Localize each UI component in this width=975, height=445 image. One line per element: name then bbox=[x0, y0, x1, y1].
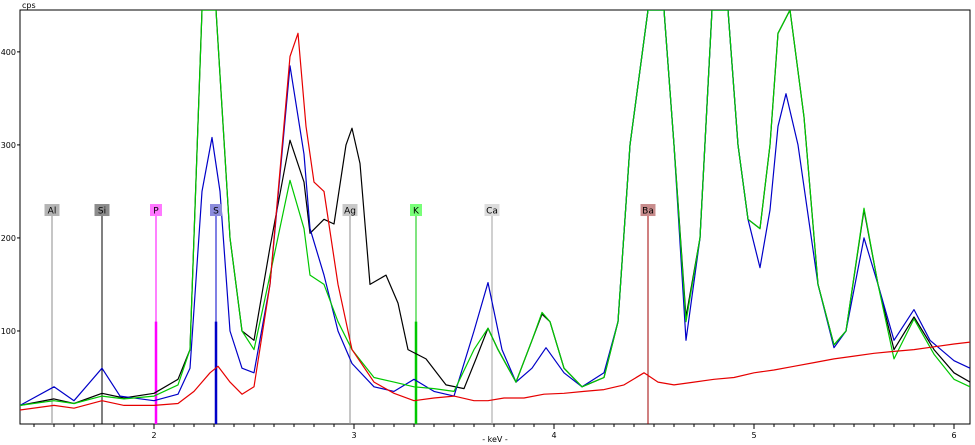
element-label-al: Al bbox=[48, 207, 57, 217]
spectrum-series-2 bbox=[20, 10, 970, 406]
x-tick-label: 2 bbox=[151, 431, 156, 440]
element-label-ag: Ag bbox=[344, 207, 356, 217]
element-label-ba: Ba bbox=[642, 207, 654, 217]
element-label-s: S bbox=[213, 207, 219, 217]
element-label-p: P bbox=[153, 207, 159, 217]
element-label-box-p bbox=[150, 204, 162, 217]
element-label-box-k bbox=[410, 204, 422, 217]
element-label-ca: Ca bbox=[486, 207, 498, 217]
spectrum-series-3 bbox=[20, 10, 970, 406]
y-tick-label: 200 bbox=[1, 234, 16, 243]
element-label-box-al bbox=[44, 204, 60, 217]
element-label-si: Si bbox=[98, 207, 106, 217]
y-unit-label: cps bbox=[22, 1, 36, 10]
y-tick-label: 100 bbox=[1, 327, 16, 336]
element-label-k: K bbox=[413, 207, 420, 217]
x-tick-label: 3 bbox=[351, 431, 356, 440]
x-unit-label: - keV - bbox=[482, 435, 508, 444]
x-tick-label: 4 bbox=[551, 431, 556, 440]
element-label-box-si bbox=[94, 204, 110, 217]
x-tick-label: 6 bbox=[951, 431, 956, 440]
plot-frame bbox=[19, 9, 971, 425]
spectrum-series-4 bbox=[20, 32, 970, 411]
x-tick-label: 5 bbox=[751, 431, 756, 440]
y-tick-label: 300 bbox=[1, 141, 16, 150]
element-label-box-ag bbox=[342, 204, 358, 217]
element-label-box-ba bbox=[640, 204, 656, 217]
y-tick-label: 400 bbox=[1, 48, 16, 57]
element-label-box-ca bbox=[484, 204, 500, 217]
element-label-box-s bbox=[210, 204, 222, 217]
